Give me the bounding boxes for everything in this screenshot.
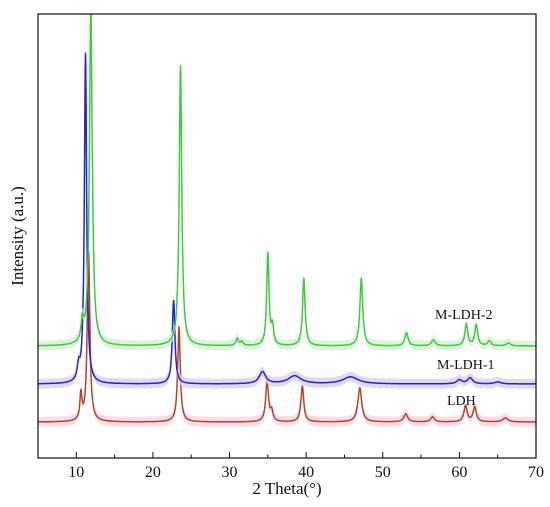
x-axis-ticks: 10 20 30 40 50 60 70 bbox=[37, 452, 544, 481]
x-tick-label: 50 bbox=[375, 464, 391, 481]
x-tick-label: 30 bbox=[222, 464, 238, 481]
plot-frame bbox=[37, 13, 537, 459]
y-axis-label: Intensity (a.u.) bbox=[8, 186, 27, 286]
series-3-line bbox=[38, 14, 536, 347]
series-2 bbox=[38, 48, 536, 389]
series-label-1: LDH bbox=[447, 394, 476, 409]
plot-layer bbox=[38, 14, 536, 427]
series-1-line bbox=[38, 250, 536, 423]
x-tick-label: 60 bbox=[451, 464, 467, 481]
x-tick-label: 20 bbox=[145, 464, 161, 481]
series-3-band bbox=[38, 14, 536, 351]
x-tick-label: 40 bbox=[298, 464, 314, 481]
series-1 bbox=[38, 246, 536, 427]
x-tick-label: 10 bbox=[68, 464, 84, 481]
series-2-line bbox=[38, 52, 536, 385]
series-labels: LDH M-LDH-1 M-LDH-2 bbox=[435, 308, 495, 409]
series-3 bbox=[38, 14, 536, 351]
series-label-2: M-LDH-1 bbox=[437, 358, 495, 373]
x-tick-label: 70 bbox=[528, 464, 544, 481]
series-label-3: M-LDH-2 bbox=[435, 308, 493, 323]
series-2-band bbox=[38, 48, 536, 389]
x-axis-label: 2 Theta(°) bbox=[252, 479, 321, 498]
